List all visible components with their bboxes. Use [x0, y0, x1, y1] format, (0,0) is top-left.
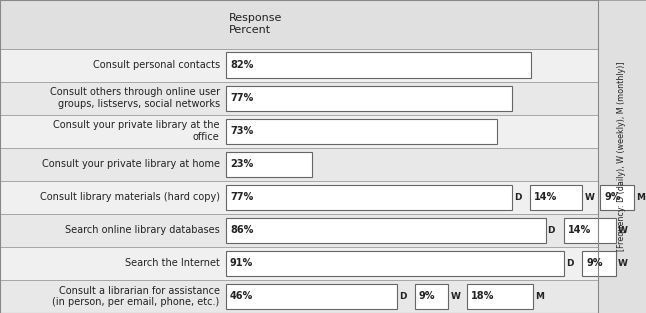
Text: 9%: 9% [419, 291, 435, 301]
Text: 73%: 73% [230, 126, 253, 136]
Text: [Frequency: D (daily), W (weekly), M (monthly)]: [Frequency: D (daily), W (weekly), M (mo… [618, 62, 626, 251]
Bar [226, 284, 397, 309]
Text: Consult personal contacts: Consult personal contacts [92, 60, 220, 70]
Text: Consult library materials (hard copy): Consult library materials (hard copy) [39, 192, 220, 202]
Bar [466, 284, 534, 309]
Text: Search online library databases: Search online library databases [65, 225, 220, 235]
Text: 86%: 86% [230, 225, 253, 235]
Bar [530, 185, 582, 210]
Text: Consult your private library at home: Consult your private library at home [41, 159, 220, 169]
Bar [0, 280, 598, 313]
Bar [226, 119, 497, 144]
Text: 82%: 82% [230, 60, 253, 70]
Text: 18%: 18% [470, 291, 494, 301]
Text: 46%: 46% [230, 291, 253, 301]
Text: Consult your private library at the
office: Consult your private library at the offi… [53, 121, 220, 142]
Text: Consult others through online user
groups, listservs, social networks: Consult others through online user group… [50, 87, 220, 109]
Bar [415, 284, 448, 309]
Text: 14%: 14% [534, 192, 557, 202]
Text: 77%: 77% [230, 93, 253, 103]
Text: 14%: 14% [568, 225, 590, 235]
Bar [0, 49, 598, 82]
Text: M: M [636, 193, 645, 202]
Bar [0, 82, 598, 115]
Bar [0, 115, 598, 148]
Text: D: D [566, 259, 574, 268]
Bar [563, 218, 616, 243]
Text: 9%: 9% [604, 192, 621, 202]
Text: W: W [450, 292, 461, 301]
Text: Response
Percent: Response Percent [229, 13, 283, 35]
Text: W: W [618, 259, 627, 268]
Bar [0, 214, 598, 247]
Bar [226, 53, 531, 78]
Bar [0, 148, 598, 181]
Text: Consult a librarian for assistance
(in person, per email, phone, etc.): Consult a librarian for assistance (in p… [52, 286, 220, 307]
Bar [600, 185, 634, 210]
Bar [226, 152, 311, 177]
Bar [598, 0, 646, 313]
Bar [0, 181, 598, 214]
Bar [0, 247, 598, 280]
Bar [582, 251, 616, 276]
Text: Search the Internet: Search the Internet [125, 259, 220, 269]
Text: W: W [618, 226, 627, 235]
Text: 91%: 91% [230, 259, 253, 269]
Bar [226, 185, 512, 210]
Bar [226, 218, 546, 243]
Text: D: D [514, 193, 522, 202]
Text: 9%: 9% [586, 259, 603, 269]
Text: D: D [399, 292, 406, 301]
Bar [226, 85, 512, 111]
Text: 77%: 77% [230, 192, 253, 202]
Text: D: D [548, 226, 555, 235]
Bar [226, 251, 564, 276]
Text: W: W [584, 193, 594, 202]
Bar [0, 0, 598, 49]
Text: M: M [536, 292, 545, 301]
Text: 23%: 23% [230, 159, 253, 169]
